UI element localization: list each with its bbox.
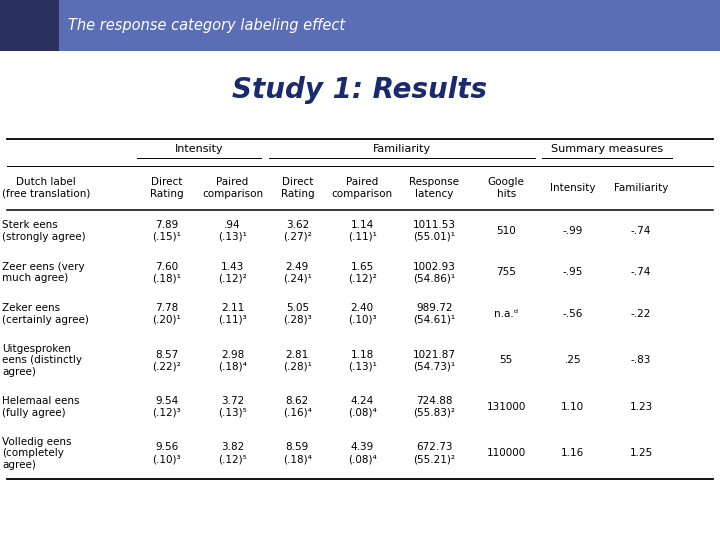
Text: Direct
Rating: Direct Rating bbox=[281, 177, 314, 199]
Text: -.74: -.74 bbox=[631, 267, 652, 278]
Text: Response
latency: Response latency bbox=[409, 177, 459, 199]
Text: 4.24
(.08)⁴: 4.24 (.08)⁴ bbox=[348, 396, 377, 417]
Bar bbox=[0, 0, 59, 51]
Text: 9.54
(.12)³: 9.54 (.12)³ bbox=[153, 396, 181, 417]
Text: Summary measures: Summary measures bbox=[551, 144, 663, 154]
Text: n.a.ᵈ: n.a.ᵈ bbox=[494, 309, 518, 319]
Text: 4.39
(.08)⁴: 4.39 (.08)⁴ bbox=[348, 442, 377, 464]
Text: 9.56
(.10)³: 9.56 (.10)³ bbox=[153, 442, 181, 464]
Text: 1011.53
(55.01)¹: 1011.53 (55.01)¹ bbox=[413, 220, 456, 242]
Text: -.95: -.95 bbox=[562, 267, 583, 278]
Text: 1.18
(.13)¹: 1.18 (.13)¹ bbox=[348, 349, 377, 371]
Text: Volledig eens
(completely
agree): Volledig eens (completely agree) bbox=[2, 437, 72, 470]
Text: 1.10: 1.10 bbox=[561, 402, 585, 412]
Text: The response category labeling effect: The response category labeling effect bbox=[68, 18, 346, 33]
Text: .94
(.13)¹: .94 (.13)¹ bbox=[218, 220, 247, 242]
Text: Dutch label
(free translation): Dutch label (free translation) bbox=[2, 177, 91, 199]
Text: 8.59
(.18)⁴: 8.59 (.18)⁴ bbox=[283, 442, 312, 464]
Text: 1021.87
(54.73)¹: 1021.87 (54.73)¹ bbox=[413, 349, 456, 371]
Text: 2.11
(.11)³: 2.11 (.11)³ bbox=[218, 303, 247, 325]
Text: 55: 55 bbox=[500, 355, 513, 366]
Text: Google
hits: Google hits bbox=[487, 177, 525, 199]
Text: 3.62
(.27)²: 3.62 (.27)² bbox=[283, 220, 312, 242]
Text: 1.23: 1.23 bbox=[629, 402, 653, 412]
Text: -.99: -.99 bbox=[562, 226, 583, 236]
Text: Zeer eens (very
much agree): Zeer eens (very much agree) bbox=[2, 262, 85, 284]
Text: 1.16: 1.16 bbox=[561, 448, 585, 458]
Text: 989.72
(54.61)¹: 989.72 (54.61)¹ bbox=[413, 303, 455, 325]
Text: Direct
Rating: Direct Rating bbox=[150, 177, 184, 199]
Text: 2.49
(.24)¹: 2.49 (.24)¹ bbox=[283, 262, 312, 284]
Text: Sterk eens
(strongly agree): Sterk eens (strongly agree) bbox=[2, 220, 86, 242]
Text: 5.05
(.28)³: 5.05 (.28)³ bbox=[283, 303, 312, 325]
Text: 8.57
(.22)²: 8.57 (.22)² bbox=[153, 349, 181, 371]
Text: 7.78
(.20)¹: 7.78 (.20)¹ bbox=[153, 303, 181, 325]
Text: -.56: -.56 bbox=[562, 309, 583, 319]
Text: 510: 510 bbox=[496, 226, 516, 236]
Text: 2.81
(.28)¹: 2.81 (.28)¹ bbox=[283, 349, 312, 371]
Text: Uitgesproken
eens (distinctly
agree): Uitgesproken eens (distinctly agree) bbox=[2, 344, 82, 377]
Text: 3.72
(.13)⁵: 3.72 (.13)⁵ bbox=[218, 396, 247, 417]
Text: 1.25: 1.25 bbox=[629, 448, 653, 458]
Text: Familiarity: Familiarity bbox=[373, 144, 431, 154]
Text: -.83: -.83 bbox=[631, 355, 652, 366]
Text: -.22: -.22 bbox=[631, 309, 652, 319]
Text: 8.62
(.16)⁴: 8.62 (.16)⁴ bbox=[283, 396, 312, 417]
Text: 1002.93
(54.86)¹: 1002.93 (54.86)¹ bbox=[413, 262, 456, 284]
Text: 1.43
(.12)²: 1.43 (.12)² bbox=[218, 262, 247, 284]
Text: 7.60
(.18)¹: 7.60 (.18)¹ bbox=[152, 262, 181, 284]
Text: 7.89
(.15)¹: 7.89 (.15)¹ bbox=[152, 220, 181, 242]
Text: 3.82
(.12)⁵: 3.82 (.12)⁵ bbox=[218, 442, 247, 464]
Text: Study 1: Results: Study 1: Results bbox=[233, 76, 487, 104]
Text: .25: .25 bbox=[564, 355, 581, 366]
Text: Intensity: Intensity bbox=[550, 183, 595, 193]
Text: 2.40
(.10)³: 2.40 (.10)³ bbox=[348, 303, 377, 325]
Text: Paired
comparison: Paired comparison bbox=[332, 177, 392, 199]
Text: 110000: 110000 bbox=[487, 448, 526, 458]
Text: 1.65
(.12)²: 1.65 (.12)² bbox=[348, 262, 377, 284]
Text: Zeker eens
(certainly agree): Zeker eens (certainly agree) bbox=[2, 303, 89, 325]
Text: 755: 755 bbox=[496, 267, 516, 278]
Text: Paired
comparison: Paired comparison bbox=[202, 177, 263, 199]
Text: 1.14
(.11)¹: 1.14 (.11)¹ bbox=[348, 220, 377, 242]
Text: -.74: -.74 bbox=[631, 226, 652, 236]
Text: Familiarity: Familiarity bbox=[614, 183, 668, 193]
Text: Helemaal eens
(fully agree): Helemaal eens (fully agree) bbox=[2, 396, 80, 417]
Text: 672.73
(55.21)²: 672.73 (55.21)² bbox=[413, 442, 455, 464]
Text: 724.88
(55.83)²: 724.88 (55.83)² bbox=[413, 396, 455, 417]
Text: 2.98
(.18)⁴: 2.98 (.18)⁴ bbox=[218, 349, 247, 371]
Text: Intensity: Intensity bbox=[175, 144, 223, 154]
Text: 131000: 131000 bbox=[487, 402, 526, 412]
